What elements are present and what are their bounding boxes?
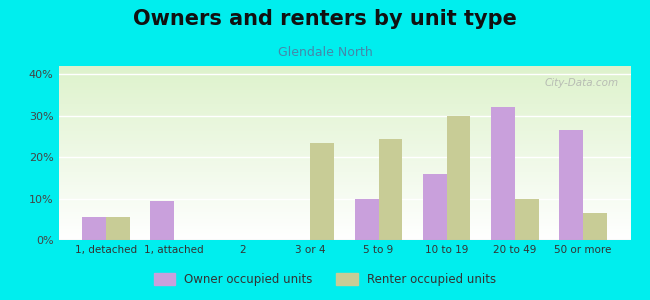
Bar: [491, 107, 515, 240]
Bar: [559, 130, 583, 240]
Bar: [355, 199, 378, 240]
Bar: [83, 217, 106, 240]
Text: Glendale North: Glendale North: [278, 46, 372, 59]
Bar: [150, 201, 174, 240]
Legend: Owner occupied units, Renter occupied units: Owner occupied units, Renter occupied un…: [149, 268, 501, 291]
Bar: [515, 199, 539, 240]
Bar: [378, 139, 402, 240]
Bar: [106, 217, 130, 240]
Bar: [583, 213, 606, 240]
Text: Owners and renters by unit type: Owners and renters by unit type: [133, 9, 517, 29]
Bar: [422, 174, 447, 240]
Bar: [311, 142, 334, 240]
Bar: [447, 116, 471, 240]
Text: City-Data.com: City-Data.com: [545, 78, 619, 88]
